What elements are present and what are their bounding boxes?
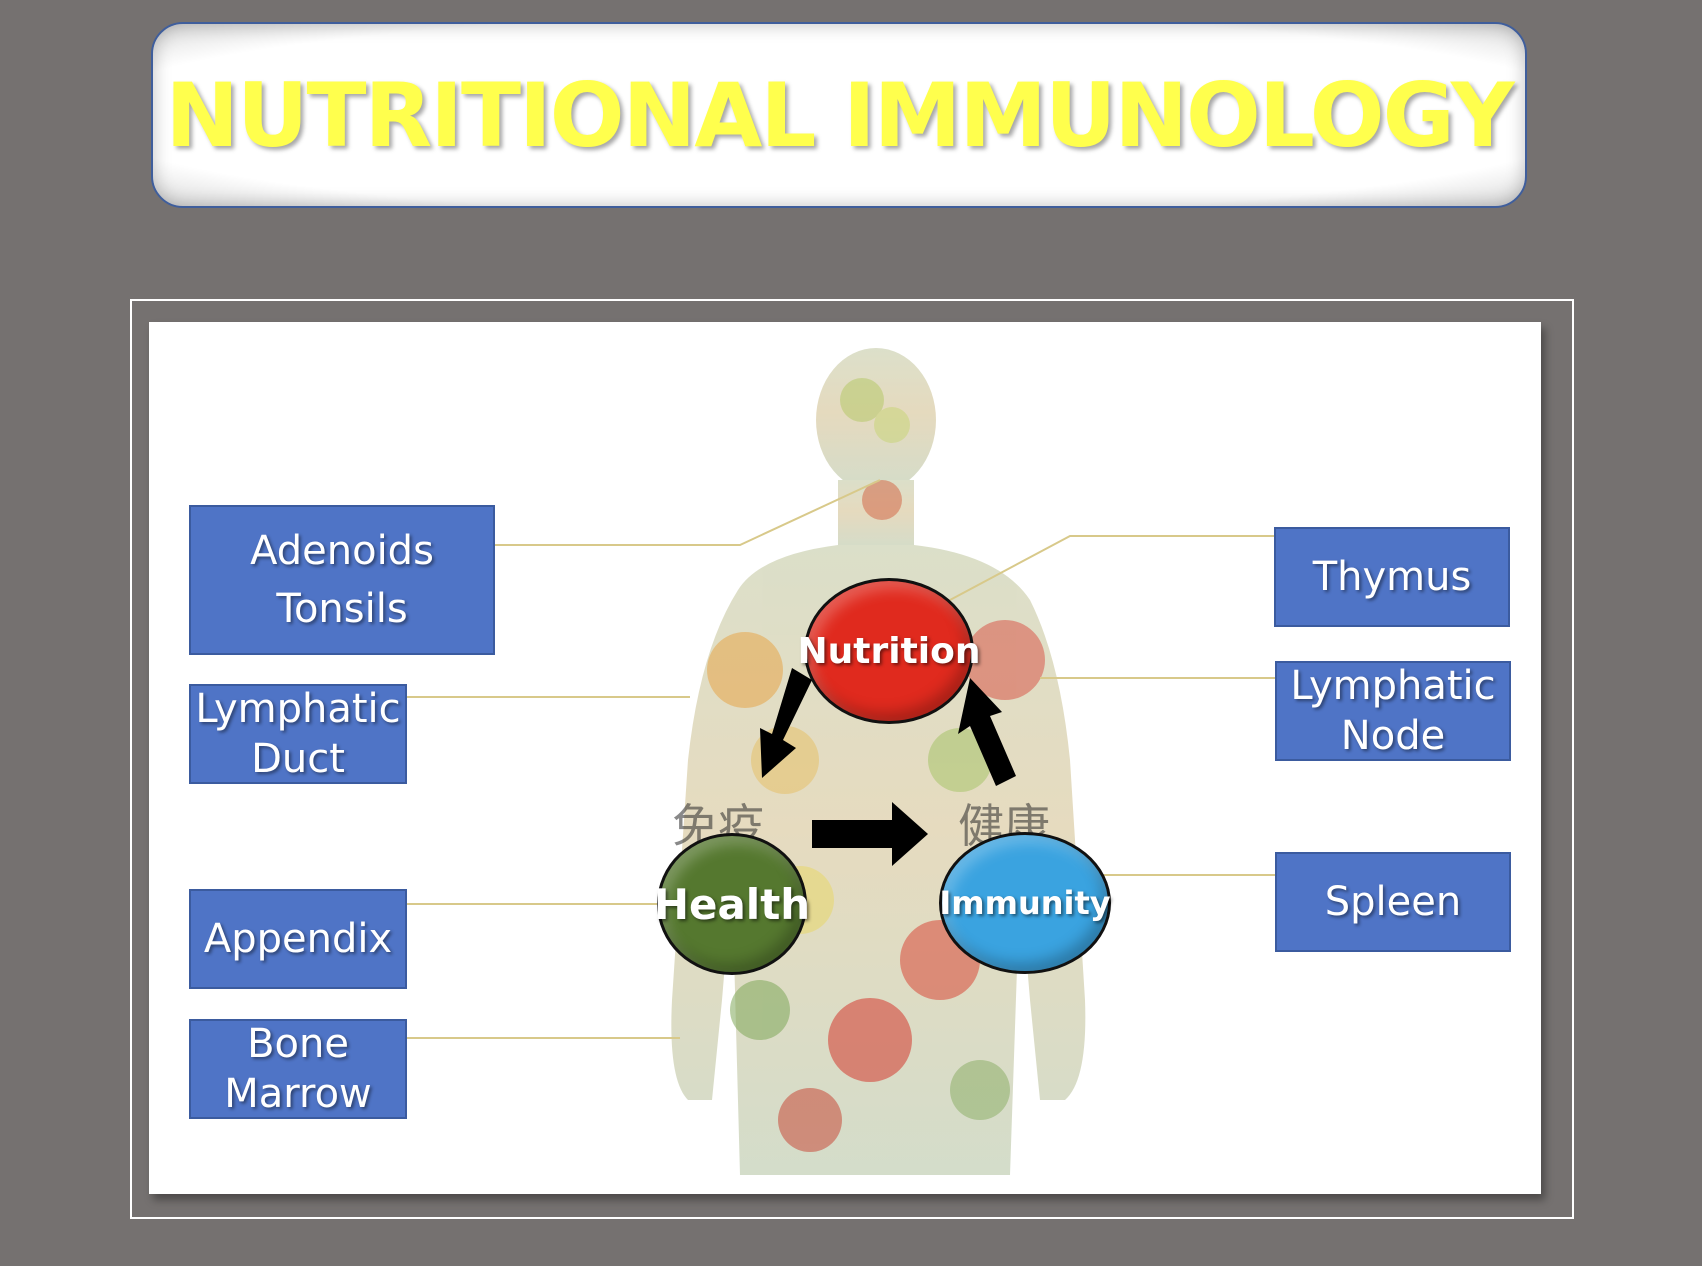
title-banner: NUTRITIONAL IMMUNOLOGY [151, 22, 1527, 208]
cycle-arrows [760, 668, 1016, 866]
page-title: NUTRITIONAL IMMUNOLOGY [165, 63, 1514, 167]
nutrition-label: Nutrition [797, 630, 981, 672]
immunity-label: Immunity [939, 884, 1111, 922]
organ-label-appendix: Appendix [189, 889, 407, 989]
organ-label-line: Tonsils [276, 586, 408, 632]
health-circle: Health [653, 833, 811, 975]
organ-label-line: Lymphatic [1290, 663, 1496, 709]
organ-label-line: Thymus [1312, 554, 1472, 600]
organ-label-line: Spleen [1324, 879, 1462, 925]
organ-label-thymus: Thymus [1274, 527, 1510, 627]
organ-label-line: Adenoids [250, 528, 434, 574]
nutrition-circle: Nutrition [798, 578, 981, 724]
organ-label-bone-marrow: Bone Marrow [189, 1019, 407, 1119]
organ-label-line: Duct [251, 736, 345, 782]
figure-frame [130, 299, 1574, 1219]
organ-label-lymphatic-node: Lymphatic Node [1275, 661, 1511, 761]
health-label: Health [653, 879, 811, 929]
organ-label-line: Node [1340, 713, 1446, 759]
organ-label-line: Bone [247, 1021, 349, 1067]
organ-label-adenoids-tonsils: Adenoids Tonsils [189, 505, 495, 655]
organ-label-line: Lymphatic [195, 686, 401, 732]
organ-label-line: Appendix [203, 916, 393, 962]
organ-label-line: Marrow [224, 1071, 372, 1117]
immunity-circle: Immunity [939, 832, 1111, 974]
organ-label-lymphatic-duct: Lymphatic Duct [189, 684, 407, 784]
organ-label-spleen: Spleen [1275, 852, 1511, 952]
